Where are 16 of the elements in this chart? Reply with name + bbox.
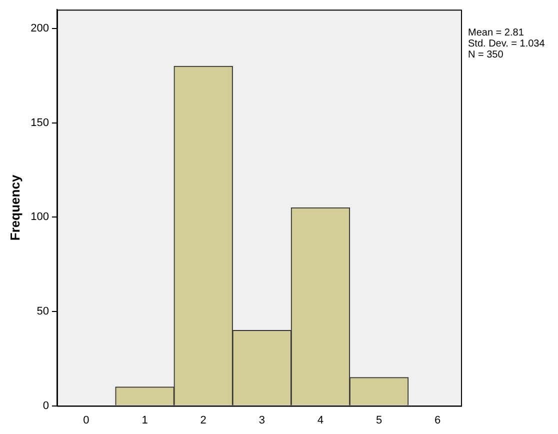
y-tick-label: 50	[36, 306, 49, 318]
y-tick-label: 0	[42, 400, 49, 412]
y-tick-label: 150	[30, 116, 49, 129]
y-tick-label: 200	[30, 22, 49, 34]
text: N = 350	[468, 49, 504, 60]
x-tick-label: 6	[434, 414, 441, 426]
x-tick-label: 1	[142, 414, 148, 426]
x-tick-label: 5	[376, 414, 382, 426]
y-axis-title: Frequency	[7, 174, 22, 241]
x-tick-label: 2	[200, 414, 206, 426]
y-tick-label: 100	[30, 211, 49, 224]
text: Mean = 2.81	[468, 27, 524, 38]
x-tick-label: 4	[317, 414, 324, 426]
x-tick-label: 0	[83, 414, 90, 426]
x-tick-label: 3	[258, 414, 265, 426]
text: Std. Dev. = 1.034	[468, 38, 546, 50]
